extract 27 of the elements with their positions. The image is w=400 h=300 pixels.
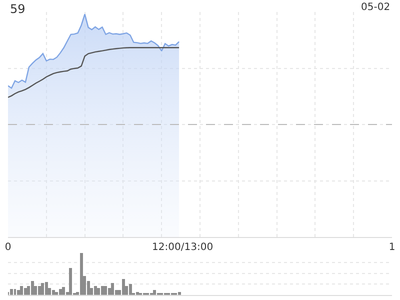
- bar: [69, 268, 72, 295]
- bar: [122, 279, 125, 295]
- bar: [20, 286, 23, 295]
- chart-title: 59: [10, 2, 26, 16]
- bar: [10, 289, 13, 295]
- bar: [97, 288, 100, 295]
- bar: [45, 282, 48, 295]
- bar: [111, 283, 114, 295]
- bar: [38, 286, 41, 295]
- bar: [17, 290, 20, 295]
- bar: [94, 286, 97, 295]
- bar: [59, 289, 62, 295]
- text: 05-02: [361, 2, 390, 13]
- bar: [14, 289, 16, 295]
- bar: [129, 284, 132, 295]
- x-tick-label: 1: [388, 242, 396, 253]
- bar: [41, 283, 44, 295]
- bar: [104, 286, 107, 295]
- bar: [24, 288, 27, 295]
- bar: [31, 281, 34, 295]
- bar: [52, 290, 55, 295]
- bar: [101, 286, 104, 295]
- x-tick-label: 12:00/13:00: [152, 242, 214, 253]
- x-tick-label: 0: [4, 242, 12, 253]
- bar: [80, 253, 83, 295]
- bar: [62, 287, 65, 295]
- bar: [153, 290, 156, 295]
